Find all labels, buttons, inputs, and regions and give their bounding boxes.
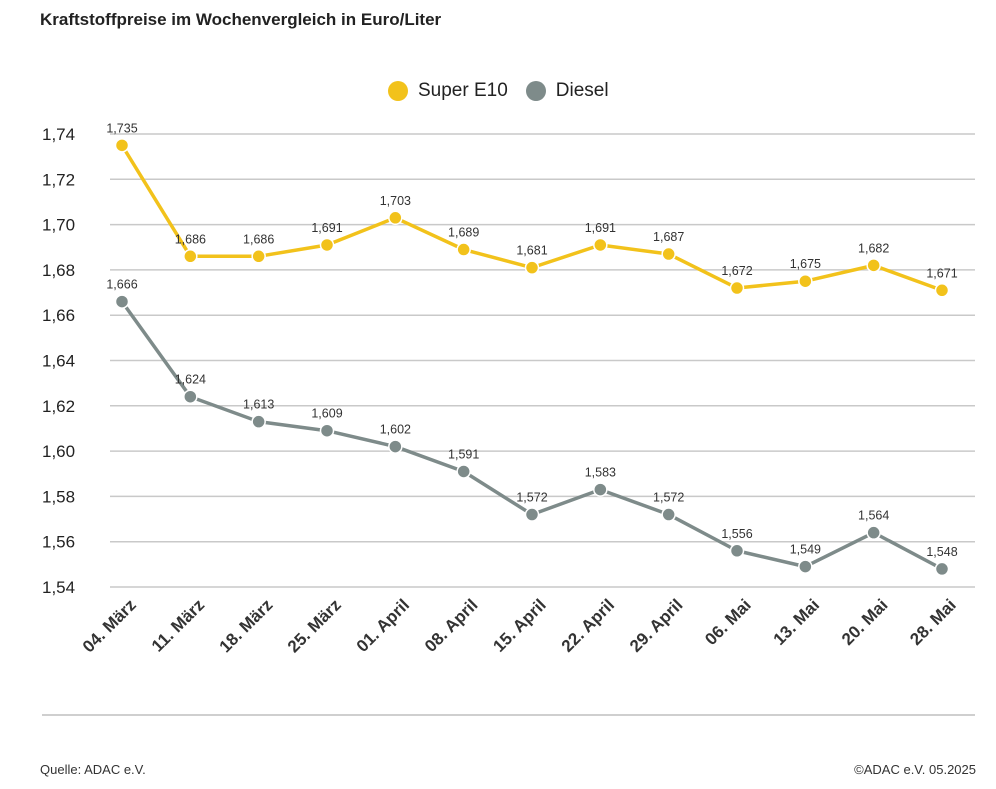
x-tick-label: 01. April xyxy=(353,595,413,655)
data-point xyxy=(729,280,745,296)
data-label: 1,613 xyxy=(243,398,274,412)
data-label: 1,686 xyxy=(175,232,206,246)
data-label: 1,703 xyxy=(380,194,411,208)
y-tick-label: 1,72 xyxy=(42,170,75,189)
data-label: 1,556 xyxy=(721,527,752,541)
data-point xyxy=(798,273,813,289)
data-point xyxy=(524,507,540,522)
data-label: 1,735 xyxy=(106,121,137,135)
x-tick-label: 15. April xyxy=(489,595,549,655)
x-tick-label: 13. Mai xyxy=(770,595,824,649)
x-tick-label: 25. März xyxy=(284,595,345,656)
data-point xyxy=(729,543,745,559)
x-tick-label: 22. April xyxy=(558,595,618,655)
data-label: 1,689 xyxy=(448,226,479,240)
y-tick-label: 1,64 xyxy=(42,352,75,371)
legend-swatch-diesel xyxy=(525,81,546,101)
y-tick-label: 1,68 xyxy=(42,261,75,280)
series-line-diesel xyxy=(120,300,943,571)
data-point xyxy=(251,249,266,264)
data-label: 1,686 xyxy=(243,232,274,246)
data-point xyxy=(388,210,403,226)
data-label: 1,572 xyxy=(516,491,547,505)
data-point xyxy=(456,464,471,479)
legend-item-super-e10: Super E10 xyxy=(388,80,508,102)
legend-label-diesel: Diesel xyxy=(555,80,609,101)
data-label: 1,672 xyxy=(721,264,752,278)
data-label: 1,609 xyxy=(311,407,342,421)
x-tick-label: 29. April xyxy=(626,595,686,655)
x-tick-label: 08. April xyxy=(421,595,481,655)
y-tick-label: 1,74 xyxy=(42,125,75,144)
data-point xyxy=(183,389,198,404)
data-label: 1,624 xyxy=(175,373,206,387)
data-label: 1,666 xyxy=(106,278,137,292)
y-tick-label: 1,60 xyxy=(42,442,75,461)
data-label: 1,572 xyxy=(653,491,684,505)
x-tick-label: 18. März xyxy=(216,595,277,656)
data-label: 1,682 xyxy=(858,241,889,255)
data-point xyxy=(934,283,950,298)
data-point xyxy=(798,559,813,574)
data-point xyxy=(866,258,881,273)
chart-legend: Super E10 Diesel xyxy=(388,80,627,102)
data-point xyxy=(524,260,540,275)
data-point xyxy=(319,423,335,438)
x-tick-label: 04. März xyxy=(79,595,140,656)
x-tick-label: 06. Mai xyxy=(701,595,755,649)
data-point xyxy=(661,246,676,262)
x-tick-label: 20. Mai xyxy=(838,595,892,649)
data-point xyxy=(934,561,950,577)
data-point xyxy=(593,482,608,497)
data-label: 1,591 xyxy=(448,447,479,461)
data-point xyxy=(251,414,266,429)
source-note: Quelle: ADAC e.V. xyxy=(40,762,146,777)
data-label: 1,687 xyxy=(653,230,684,244)
legend-label-super-e10: Super E10 xyxy=(418,80,508,101)
data-point xyxy=(319,237,335,253)
data-label: 1,549 xyxy=(790,543,821,557)
data-point xyxy=(456,242,471,257)
data-label: 1,548 xyxy=(926,545,957,559)
data-point xyxy=(114,294,130,309)
data-label: 1,681 xyxy=(516,244,547,258)
data-point xyxy=(388,439,403,454)
data-label: 1,675 xyxy=(790,257,821,271)
x-tick-label: 11. März xyxy=(148,595,208,655)
y-tick-label: 1,66 xyxy=(42,306,75,325)
data-point xyxy=(183,249,198,264)
copyright-note: ©ADAC e.V. 05.2025 xyxy=(854,762,976,777)
y-tick-label: 1,54 xyxy=(42,578,75,597)
data-label: 1,691 xyxy=(585,221,616,235)
data-label: 1,671 xyxy=(926,266,957,280)
data-point xyxy=(661,507,676,522)
data-point xyxy=(593,237,608,253)
data-label: 1,602 xyxy=(380,423,411,437)
chart-title: Kraftstoffpreise im Wochenvergleich in E… xyxy=(40,10,442,29)
data-label: 1,564 xyxy=(858,509,889,523)
x-tick-label: 28. Mai xyxy=(906,595,960,649)
data-point xyxy=(114,138,130,153)
data-label: 1,583 xyxy=(585,466,616,480)
y-tick-label: 1,58 xyxy=(42,487,75,506)
data-point xyxy=(866,525,881,540)
legend-item-diesel: Diesel xyxy=(525,80,609,102)
data-label: 1,691 xyxy=(311,221,342,235)
y-tick-label: 1,70 xyxy=(42,216,75,235)
y-tick-label: 1,56 xyxy=(42,533,75,552)
legend-swatch-super-e10 xyxy=(388,81,408,101)
y-tick-label: 1,62 xyxy=(42,397,75,416)
